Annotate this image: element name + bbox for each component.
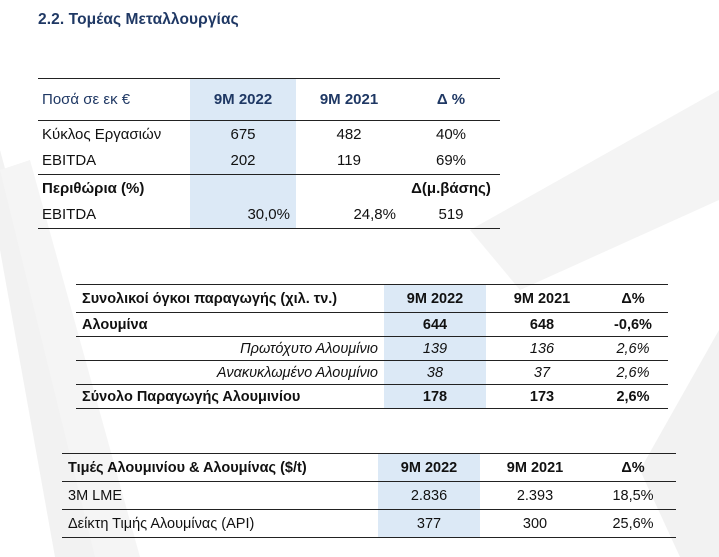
cell-value: 40% (435, 125, 467, 143)
header-9m-2022: 9M 2022 (384, 284, 486, 313)
header-amounts: Ποσά σε εκ € (38, 78, 190, 121)
financials-table: Ποσά σε εκ € 9M 2022 9M 2021 Δ % Κύκλος … (38, 78, 500, 229)
header-production-unit: (χιλ. τν.) (280, 290, 338, 307)
cell-value: 2,6% (598, 336, 668, 361)
row-label: Κύκλος Εργασιών (42, 125, 162, 143)
header-production-label: Συνολικοί όγκοι παραγωγής (82, 290, 277, 307)
table-header-row: Ποσά σε εκ € 9M 2022 9M 2021 Δ % (38, 78, 500, 121)
cell-value: 2.393 (480, 481, 590, 510)
header-9m-2022: 9M 2022 (378, 453, 480, 482)
cell-value: 2,6% (598, 360, 668, 385)
cell-value: 675 (190, 120, 296, 148)
header-production: Συνολικοί όγκοι παραγωγής (χιλ. τν.) (76, 284, 384, 313)
cell-value: 136 (486, 336, 598, 361)
header-prices: Τιμές Αλουμινίου & Αλουμίνας ($/t) (62, 453, 378, 482)
cell-value: 38 (384, 360, 486, 385)
cell-value: 519 (402, 201, 500, 229)
row-label: Ανακυκλωμένο Αλουμίνιο (76, 360, 384, 385)
row-label: EBITDA (38, 201, 190, 229)
header-9m-2021: 9M 2021 (486, 284, 598, 313)
cell-value: 2.836 (378, 481, 480, 510)
cell-value: 2,6% (598, 384, 668, 409)
header-9m-2022: 9M 2022 (190, 78, 296, 121)
header-delta: Δ% (598, 284, 668, 313)
row-label: EBITDA (42, 152, 97, 170)
empty-cell (296, 174, 402, 202)
section-heading: 2.2. Τομέας Μεταλλουργίας (38, 11, 239, 28)
cell-value: -0,6% (598, 312, 668, 337)
cell-value: 18,5% (590, 481, 676, 510)
table-row: Κύκλος Εργασιών 675 482 40% (38, 120, 500, 148)
table-row: Ανακυκλωμένο Αλουμίνιο 38 37 2,6% (76, 360, 668, 385)
table-row: Σύνολο Παραγωγής Αλουμινίου 178 173 2,6% (76, 384, 668, 409)
cell-value: 37 (486, 360, 598, 385)
cell-value: 30,0% (190, 201, 296, 229)
cell-value: 178 (384, 384, 486, 409)
empty-cell (190, 174, 296, 202)
table-header-row: Τιμές Αλουμινίου & Αλουμίνας ($/t) 9M 20… (62, 453, 676, 482)
margins-label: Περιθώρια (%) (38, 174, 190, 202)
row-label: Αλουμίνα (76, 312, 384, 337)
cell-value: 482 (336, 125, 362, 143)
cell-value: 69% (435, 152, 467, 170)
header-9m-2021: 9M 2021 (480, 453, 590, 482)
table-row: Δείκτη Τιμής Αλουμίνας (API) 377 300 25,… (62, 509, 676, 538)
header-9m-2021: 9M 2021 (296, 78, 402, 121)
cell-value: 119 (337, 152, 361, 170)
row-label: Πρωτόχυτο Αλουμίνιο (76, 336, 384, 361)
cell-value: 202 (190, 147, 296, 175)
table-row: EBITDA 202 119 69% (38, 147, 500, 175)
cell-value: 377 (378, 509, 480, 538)
production-volumes-table: Συνολικοί όγκοι παραγωγής (χιλ. τν.) 9M … (76, 284, 668, 409)
aluminium-prices-table: Τιμές Αλουμινίου & Αλουμίνας ($/t) 9M 20… (62, 453, 676, 538)
row-label: Σύνολο Παραγωγής Αλουμινίου (76, 384, 384, 409)
cell-value: 300 (480, 509, 590, 538)
header-delta: Δ% (590, 453, 676, 482)
cell-value: 25,6% (590, 509, 676, 538)
table-header-row: Συνολικοί όγκοι παραγωγής (χιλ. τν.) 9M … (76, 284, 668, 313)
margins-delta-label: Δ(μ.βάσης) (402, 174, 500, 202)
table-row: Αλουμίνα 644 648 -0,6% (76, 312, 668, 337)
cell-value: 644 (384, 312, 486, 337)
cell-value: 24,8% (296, 201, 402, 229)
cell-value: 648 (486, 312, 598, 337)
row-label: 3M LME (62, 481, 378, 510)
margins-subheader-row: Περιθώρια (%) Δ(μ.βάσης) (38, 174, 500, 202)
table-row: Πρωτόχυτο Αλουμίνιο 139 136 2,6% (76, 336, 668, 361)
cell-value: 139 (384, 336, 486, 361)
row-label: Δείκτη Τιμής Αλουμίνας (API) (62, 509, 378, 538)
header-delta: Δ % (402, 78, 500, 121)
table-row: 3M LME 2.836 2.393 18,5% (62, 481, 676, 510)
table-row: EBITDA 30,0% 24,8% 519 (38, 201, 500, 229)
cell-value: 173 (486, 384, 598, 409)
